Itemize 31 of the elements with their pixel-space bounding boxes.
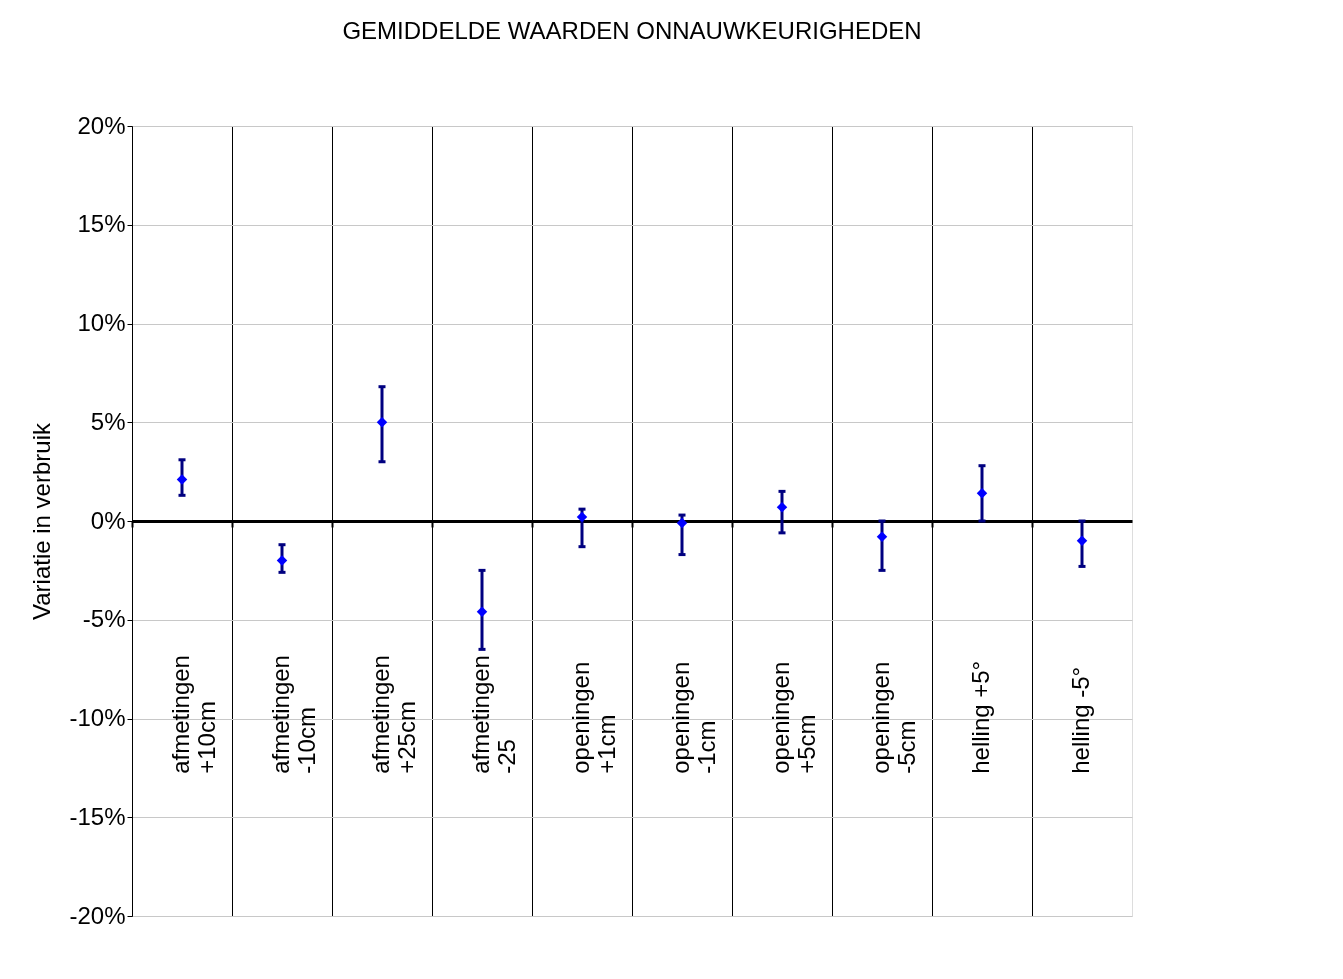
x-tick-label: afmetingen -25 — [467, 655, 520, 774]
point — [976, 488, 988, 499]
y-tick-label: -10% — [69, 704, 126, 731]
x-tick-label: openingen +1cm — [567, 661, 620, 774]
point — [1076, 535, 1088, 546]
point — [476, 606, 488, 618]
y-tick-label: -20% — [69, 901, 126, 929]
x-tick-label: afmetingen +10cm — [167, 655, 220, 774]
y-tick-label: 15% — [77, 210, 126, 238]
y-tick-label: 10% — [77, 309, 126, 336]
x-tick-label: afmetingen +25cm — [367, 655, 420, 774]
chart-title: GEMIDDELDE WAARDEN ONNAUWKEURIGHEDEN — [342, 17, 922, 44]
y-tick-label: -5% — [82, 605, 126, 633]
point — [876, 531, 888, 543]
point — [376, 417, 388, 428]
y-tick-label: -15% — [69, 802, 126, 830]
x-tick-label: openingen -5cm — [867, 661, 920, 774]
y-tick-label: 0% — [90, 506, 126, 534]
x-tick-label: helling -5° — [1067, 666, 1094, 774]
y-tick-label: 5% — [90, 407, 126, 435]
x-tick-label: openingen +5cm — [767, 661, 820, 774]
x-tick-label: afmetingen -10cm — [267, 655, 320, 774]
point — [276, 555, 288, 566]
x-tick-label: openingen -1cm — [667, 661, 720, 774]
point — [676, 517, 688, 529]
point — [776, 501, 788, 513]
y-tick-label: 20% — [77, 111, 126, 139]
y-axis-title: Variatie in verbruik — [28, 422, 56, 620]
point — [176, 474, 188, 485]
point — [576, 511, 588, 523]
x-tick-label: helling +5° — [967, 660, 994, 774]
